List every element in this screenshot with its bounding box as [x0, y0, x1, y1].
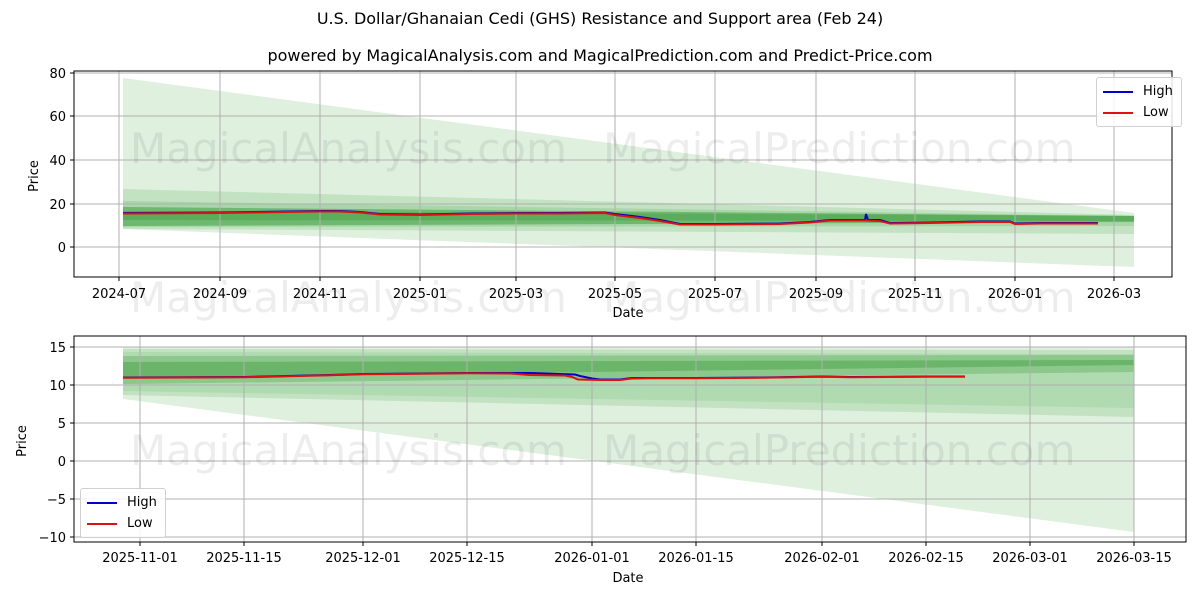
top-xtick: 2026-03 — [1087, 287, 1141, 302]
legend-item-high: High — [87, 492, 157, 513]
bottom-ylabel: Price — [15, 425, 30, 457]
bottom-xtick: 2026-01-01 — [554, 551, 630, 566]
top-xtick: 2025-11 — [888, 287, 942, 302]
top-xtick: 2025-05 — [588, 287, 642, 302]
low-swatch-icon — [1103, 111, 1133, 114]
top-xtick: 2025-09 — [789, 287, 843, 302]
bottom-xtick: 2025-12-15 — [429, 551, 505, 566]
watermark-analysis-3: MagicalAnalysis.com — [130, 426, 567, 475]
chart-title: U.S. Dollar/Ghanaian Cedi (GHS) Resistan… — [316, 9, 884, 28]
bottom-xtick: 2025-12-01 — [325, 551, 401, 566]
top-ylabel: Price — [27, 160, 42, 192]
low-swatch-icon — [87, 522, 117, 525]
bottom-xtick: 2026-02-15 — [888, 551, 964, 566]
high-swatch-icon — [87, 501, 117, 504]
watermark-analysis-2: MagicalAnalysis.com — [130, 273, 567, 322]
watermark-prediction: MagicalPrediction.com — [603, 124, 1076, 173]
bottom-axes-frame — [73, 335, 1187, 543]
chart-subtitle: powered by MagicalAnalysis.com and Magic… — [267, 46, 933, 65]
top-axes-frame — [73, 70, 1173, 278]
top-xtick: 2025-07 — [688, 287, 742, 302]
top-xtick: 2025-03 — [489, 287, 543, 302]
top-xtick: 2025-01 — [393, 287, 447, 302]
high-swatch-icon — [1103, 90, 1133, 93]
legend-item-low: Low — [1103, 102, 1173, 123]
top-grid — [74, 71, 1172, 277]
bottom-xtick: 2026-03-15 — [1096, 551, 1172, 566]
watermark-prediction-2: MagicalPrediction.com — [603, 273, 1076, 322]
top-low-line — [122, 210, 1098, 226]
bottom-xtick: 2026-03-01 — [992, 551, 1068, 566]
legend-label: Low — [127, 516, 153, 531]
bottom-xtick: 2025-11-15 — [206, 551, 282, 566]
bottom-ytick: 5 — [58, 417, 66, 432]
top-ytick: 60 — [49, 110, 66, 125]
top-legend: High Low — [1096, 77, 1182, 127]
top-ytick: 20 — [49, 198, 66, 213]
legend-label: High — [127, 495, 157, 510]
top-xlabel: Date — [612, 306, 643, 321]
watermark-prediction-3: MagicalPrediction.com — [603, 426, 1076, 475]
bottom-legend: High Low — [80, 488, 166, 538]
top-ytick: 40 — [49, 154, 66, 169]
bottom-grid — [74, 336, 1186, 542]
bottom-ytick: 15 — [49, 341, 66, 356]
legend-label: High — [1143, 84, 1173, 99]
top-xtick: 2024-09 — [193, 287, 247, 302]
bottom-xtick: 2025-11-01 — [102, 551, 178, 566]
bottom-ytick: −10 — [39, 531, 66, 546]
top-xtick: 2024-11 — [293, 287, 347, 302]
bottom-ytick: −5 — [47, 493, 66, 508]
legend-label: Low — [1143, 105, 1169, 120]
top-ytick: 80 — [49, 67, 66, 82]
bottom-xtick: 2026-02-01 — [784, 551, 860, 566]
top-plot: MagicalAnalysis.com MagicalPrediction.co… — [27, 67, 1173, 322]
bottom-low-line — [122, 372, 965, 381]
bottom-plot: MagicalAnalysis.com MagicalPrediction.co… — [15, 335, 1187, 586]
bottom-xtick: 2026-01-15 — [658, 551, 734, 566]
bottom-ytick: 0 — [58, 455, 66, 470]
top-xtick: 2026-01 — [988, 287, 1042, 302]
top-ytick: 0 — [58, 241, 66, 256]
watermark-analysis: MagicalAnalysis.com — [130, 124, 567, 173]
legend-item-high: High — [1103, 81, 1173, 102]
bottom-ytick: 10 — [49, 379, 66, 394]
top-xtick: 2024-07 — [92, 287, 146, 302]
legend-item-low: Low — [87, 513, 157, 534]
bottom-xlabel: Date — [612, 571, 643, 586]
